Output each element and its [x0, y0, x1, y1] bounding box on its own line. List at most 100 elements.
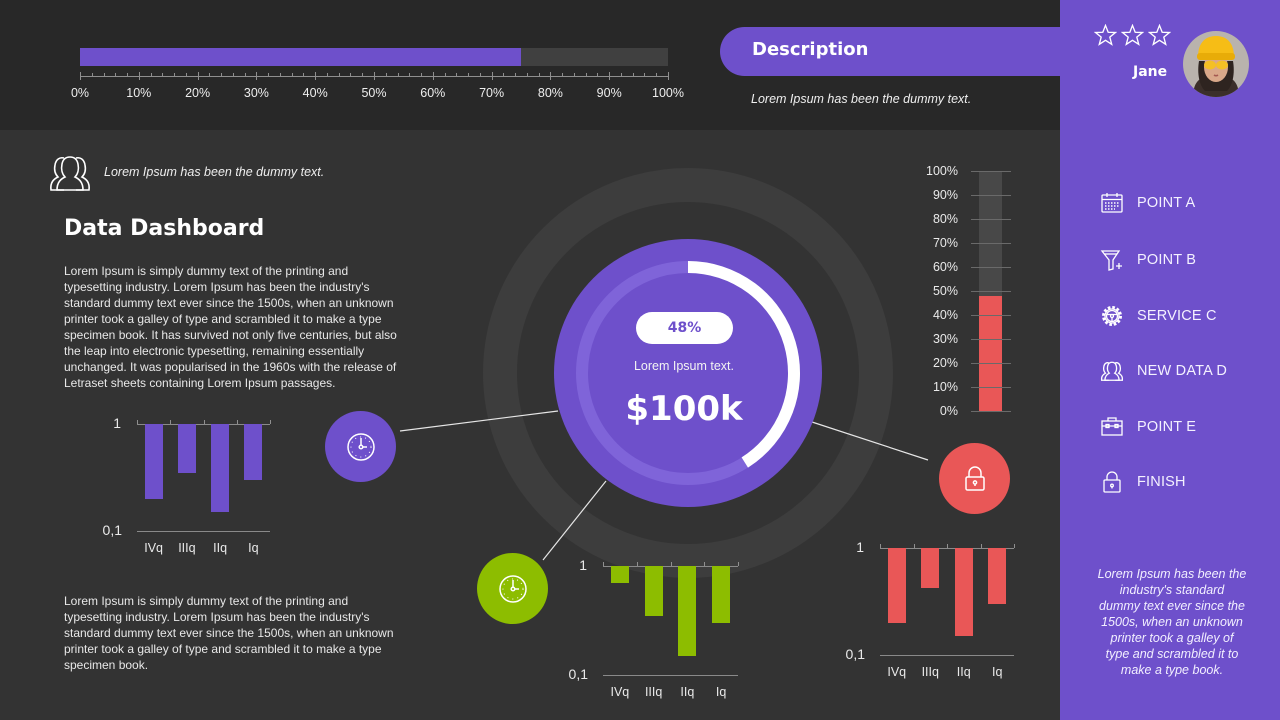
axis-label: 90% — [596, 86, 622, 100]
bar — [712, 566, 731, 623]
axis-tick — [170, 420, 172, 424]
gridline — [971, 290, 1011, 292]
avatar[interactable] — [1183, 31, 1249, 97]
clock-badge-green[interactable] — [477, 553, 548, 624]
major-tick — [80, 72, 81, 80]
gridline — [971, 194, 1011, 196]
axis-tick — [236, 420, 238, 424]
minor-tick — [538, 73, 540, 77]
gridline — [971, 242, 1011, 244]
gridline — [971, 338, 1011, 340]
axis-label: 100% — [652, 86, 684, 100]
minor-tick — [573, 73, 575, 77]
clock-icon — [498, 574, 527, 603]
bar — [644, 566, 663, 616]
category-label: IIIq — [644, 685, 663, 699]
axis-label: 60% — [932, 259, 958, 274]
sidebar-item-label: POINT B — [1137, 252, 1197, 268]
sidebar-item-point-b[interactable]: POINT B — [1100, 248, 1270, 272]
axis-label: 40% — [302, 86, 328, 100]
sidebar-item-service-c[interactable]: SERVICE C — [1100, 304, 1270, 328]
minor-tick — [244, 73, 246, 77]
percent-column-chart: 0% 10% 20% 30% 40% 50% 60% 70% 80% 90% 100% — [915, 160, 1025, 420]
axis-label: 0% — [70, 86, 90, 100]
axis-label: 90% — [932, 187, 958, 202]
axis-label: 70% — [479, 86, 505, 100]
sidebar-item-label: NEW DATA D — [1137, 363, 1228, 379]
y-axis-label: 0,1 — [568, 666, 588, 682]
minor-tick — [279, 73, 281, 77]
description-banner: Description — [720, 27, 1060, 76]
sidebar-footer-text: Lorem Ipsum has been the industry's stan… — [1097, 567, 1247, 677]
bar — [678, 566, 697, 656]
axis-label: 30% — [243, 86, 269, 100]
clock-badge-purple[interactable] — [325, 411, 396, 482]
sidebar: Jane POINT A POINT B — [1060, 0, 1280, 720]
star-outline-icon[interactable] — [1121, 24, 1144, 47]
gridline — [971, 314, 1011, 316]
minor-tick — [174, 73, 176, 77]
category-label: IIIq — [921, 665, 939, 679]
gridline — [971, 170, 1011, 172]
axis-label: 30% — [932, 331, 958, 346]
minor-tick — [585, 73, 587, 77]
minor-tick — [127, 73, 129, 77]
axis-tick — [704, 562, 706, 566]
axis-tick — [670, 562, 672, 566]
red-bar-chart: IVq IIIq IIq Iq 1 0,1 — [846, 539, 1015, 679]
axis-tick — [738, 562, 739, 566]
minor-tick — [479, 73, 481, 77]
minor-tick — [303, 73, 305, 77]
axis-bottom — [603, 675, 738, 676]
bar — [244, 424, 263, 480]
sidebar-item-new-data-d[interactable]: NEW DATA D — [1100, 359, 1270, 383]
axis-label: 70% — [932, 235, 958, 250]
minor-tick — [385, 73, 387, 77]
minor-tick — [232, 73, 234, 77]
major-tick — [256, 72, 258, 80]
minor-tick — [515, 73, 517, 77]
sidebar-item-label: POINT E — [1137, 419, 1197, 435]
axis-label: 80% — [537, 86, 563, 100]
y-axis-label: 1 — [856, 539, 864, 555]
minor-tick — [91, 73, 93, 77]
category-label: Iq — [715, 685, 727, 699]
gridline — [971, 362, 1011, 364]
minor-tick — [656, 73, 658, 77]
category-label: Iq — [992, 665, 1003, 679]
progress-track — [80, 48, 668, 66]
category-label: IIq — [680, 685, 695, 699]
bar — [887, 548, 906, 623]
progress-chart: 0% 10% 20% 30% 40% 50% 60% 70% 80% 90% 100% — [71, 48, 684, 108]
minor-tick — [115, 73, 117, 77]
axis-label: 80% — [932, 211, 958, 226]
calendar-icon — [1101, 193, 1123, 213]
minor-tick — [268, 73, 270, 77]
category-label: IIIq — [178, 541, 196, 555]
minor-tick — [526, 73, 528, 77]
gauge-percent-badge: 48% — [636, 312, 733, 344]
axis-label: 20% — [185, 86, 211, 100]
sidebar-item-point-a[interactable]: POINT A — [1100, 191, 1270, 215]
people-icon — [50, 156, 90, 191]
paragraph-2: Lorem Ipsum is simply dummy text of the … — [64, 594, 394, 672]
progress-fill — [80, 48, 521, 66]
major-tick — [432, 72, 434, 80]
axis-top — [880, 548, 1014, 549]
minor-tick — [185, 73, 187, 77]
minor-tick — [468, 73, 470, 77]
category-label: IVq — [887, 665, 907, 679]
axis-tick — [980, 544, 982, 548]
star-outline-icon[interactable] — [1094, 24, 1117, 47]
lock-badge-red[interactable] — [939, 443, 1010, 514]
sidebar-item-point-e[interactable]: POINT E — [1100, 415, 1270, 439]
column-fill — [979, 295, 1002, 411]
minor-tick — [444, 73, 446, 77]
rating-stars[interactable] — [1094, 24, 1171, 47]
sidebar-item-finish[interactable]: FINISH — [1100, 470, 1270, 494]
axis-label: 50% — [932, 283, 958, 298]
gauge-chart — [554, 239, 822, 507]
major-tick — [491, 72, 493, 80]
star-outline-icon[interactable] — [1148, 24, 1171, 47]
